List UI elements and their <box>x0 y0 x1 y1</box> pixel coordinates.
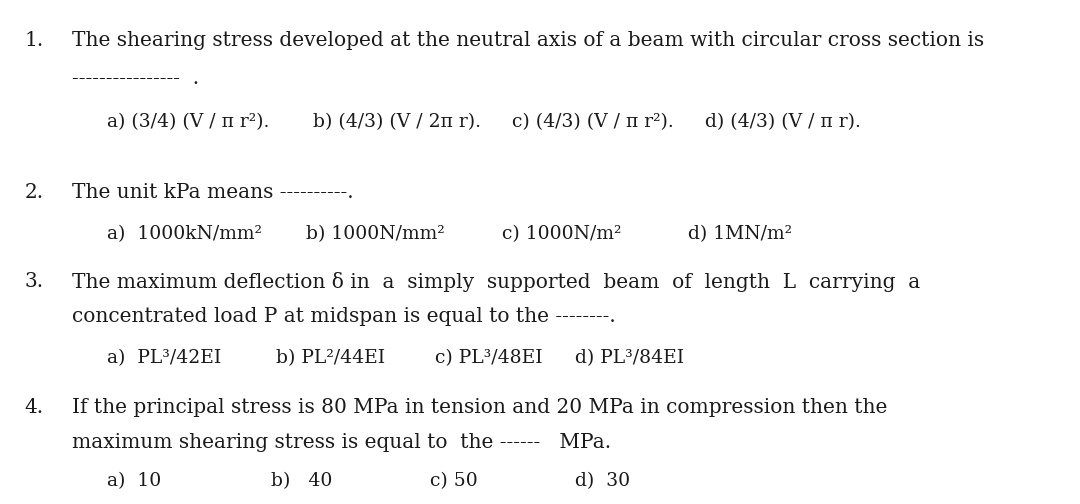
Text: c) 50: c) 50 <box>430 473 478 490</box>
Text: a)  10: a) 10 <box>107 473 161 490</box>
Text: b) PL²/44EI: b) PL²/44EI <box>275 349 384 366</box>
Text: The maximum deflection δ in  a  simply  supported  beam  of  length  L  carrying: The maximum deflection δ in a simply sup… <box>71 272 920 292</box>
Text: d)  30: d) 30 <box>576 473 631 490</box>
Text: c) 1000N/m²: c) 1000N/m² <box>502 225 622 243</box>
Text: b)   40: b) 40 <box>271 473 333 490</box>
Text: 1.: 1. <box>25 31 44 50</box>
Text: 4.: 4. <box>25 398 44 417</box>
Text: c) PL³/48EI: c) PL³/48EI <box>435 349 542 366</box>
Text: a)  1000kN/mm²: a) 1000kN/mm² <box>107 225 262 243</box>
Text: maximum shearing stress is equal to  the ------   MPa.: maximum shearing stress is equal to the … <box>71 433 610 452</box>
Text: b) (4/3) (V / 2π r).: b) (4/3) (V / 2π r). <box>313 113 481 131</box>
Text: b) 1000N/mm²: b) 1000N/mm² <box>306 225 444 243</box>
Text: concentrated load P at midspan is equal to the --------.: concentrated load P at midspan is equal … <box>71 306 616 326</box>
Text: a)  PL³/42EI: a) PL³/42EI <box>107 349 221 366</box>
Text: d) PL³/84EI: d) PL³/84EI <box>576 349 685 366</box>
Text: The shearing stress developed at the neutral axis of a beam with circular cross : The shearing stress developed at the neu… <box>71 31 984 50</box>
Text: ----------------  .: ---------------- . <box>71 69 199 88</box>
Text: d) 1MN/m²: d) 1MN/m² <box>688 225 792 243</box>
Text: 3.: 3. <box>25 272 44 291</box>
Text: c) (4/3) (V / π r²).: c) (4/3) (V / π r²). <box>512 113 673 131</box>
Text: a) (3/4) (V / π r²).: a) (3/4) (V / π r²). <box>107 113 270 131</box>
Text: The unit kPa means ----------.: The unit kPa means ----------. <box>71 182 353 202</box>
Text: d) (4/3) (V / π r).: d) (4/3) (V / π r). <box>704 113 861 131</box>
Text: 2.: 2. <box>25 182 44 202</box>
Text: If the principal stress is 80 MPa in tension and 20 MPa in compression then the: If the principal stress is 80 MPa in ten… <box>71 398 887 417</box>
